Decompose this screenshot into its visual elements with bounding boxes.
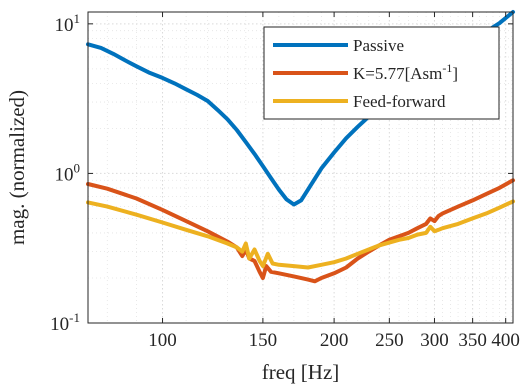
legend: Passive K=5.77[Asm-1] Feed-forward (263, 26, 500, 120)
x-tick-label: 400 (491, 330, 520, 351)
y-tick-label: 10-1 (50, 310, 80, 335)
legend-label: Passive (353, 36, 404, 55)
plot-frame (87, 11, 514, 324)
x-tick-label: 300 (420, 330, 449, 351)
legend-label: Feed-forward (353, 92, 446, 111)
x-tick-label: 100 (148, 330, 177, 351)
y-axis-label: mag. (normalized) (5, 90, 29, 245)
x-tick-label: 150 (249, 330, 278, 351)
y-tick-label: 101 (55, 11, 81, 36)
x-tick-label: 250 (375, 330, 404, 351)
legend-label: K=5.77[Asm-1] (353, 61, 458, 83)
series-line-3 (86, 199, 515, 270)
x-axis-label: freq [Hz] (262, 360, 340, 384)
y-tick-label: 100 (55, 160, 81, 185)
x-tick-label: 200 (320, 330, 349, 351)
x-tick-label: 350 (458, 330, 487, 351)
